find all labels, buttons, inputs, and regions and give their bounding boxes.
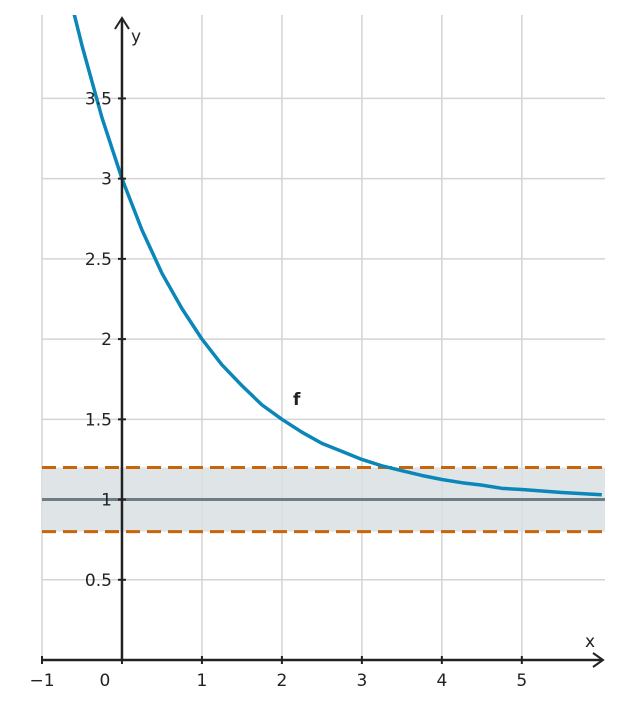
y-tick-label: 1.5 [85, 410, 112, 430]
y-tick-label: 1 [101, 491, 112, 511]
y-axis-arrow [114, 16, 130, 30]
line-series [72, 15, 602, 497]
x-tick-label: 3 [356, 671, 367, 691]
x-axis-label: x [585, 632, 595, 652]
series-label: f [293, 390, 301, 410]
y-tick-label: 0.5 [85, 571, 112, 591]
y-tick-label: 3 [101, 170, 112, 190]
y-tick-label: 3.5 [85, 89, 112, 109]
x-tick-label: 1 [197, 671, 208, 691]
x-tick-label: −1 [29, 671, 54, 691]
y-tick-label: 2.5 [85, 250, 112, 270]
x-tick-label: 4 [436, 671, 447, 691]
x-tick-label: 5 [516, 671, 527, 691]
y-tick-label: 2 [101, 330, 112, 350]
x-tick-label: 2 [277, 671, 288, 691]
x-tick-label: 0 [100, 671, 111, 691]
y-axis-label: y [131, 27, 141, 47]
x-axis-arrow [592, 652, 605, 668]
